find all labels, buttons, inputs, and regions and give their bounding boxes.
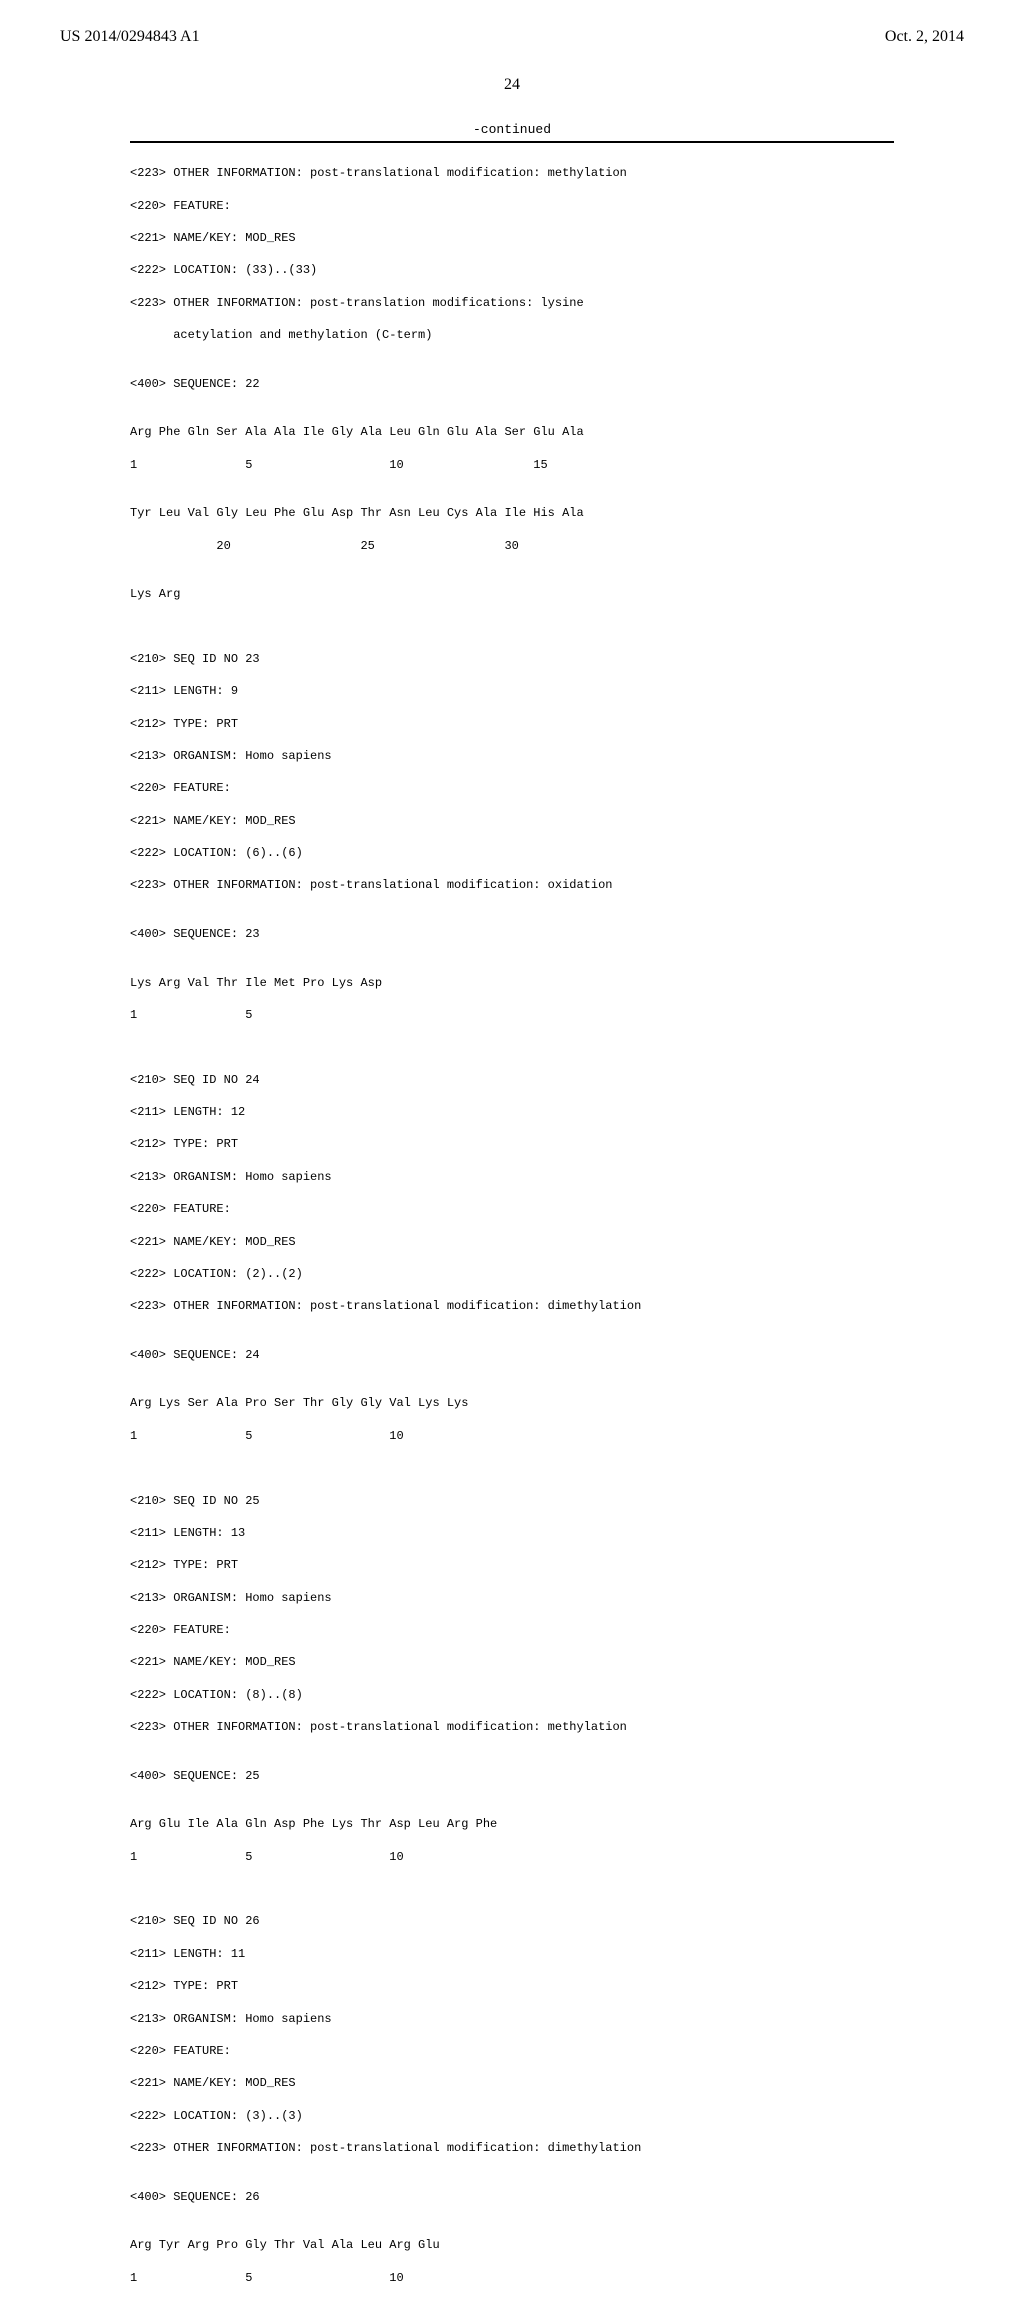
- seq-line: <221> NAME/KEY: MOD_RES: [130, 1654, 1024, 1670]
- continued-label: -continued: [0, 122, 1024, 137]
- seq-line: <211> LENGTH: 12: [130, 1104, 1024, 1120]
- seq-line: <213> ORGANISM: Homo sapiens: [130, 748, 1024, 764]
- seq-line: <222> LOCATION: (8)..(8): [130, 1687, 1024, 1703]
- seq-line: <210> SEQ ID NO 25: [130, 1493, 1024, 1509]
- seq-line: <223> OTHER INFORMATION: post-translatio…: [130, 295, 1024, 311]
- seq-line: <221> NAME/KEY: MOD_RES: [130, 2075, 1024, 2091]
- seq-line: <211> LENGTH: 11: [130, 1946, 1024, 1962]
- seq-line: <222> LOCATION: (6)..(6): [130, 845, 1024, 861]
- page-number: 24: [0, 76, 1024, 94]
- seq-line: <220> FEATURE:: [130, 1622, 1024, 1638]
- seq-line: <223> OTHER INFORMATION: post-translatio…: [130, 1719, 1024, 1735]
- seq-line: Lys Arg Val Thr Ile Met Pro Lys Asp: [130, 975, 1024, 991]
- page-header: US 2014/0294843 A1 Oct. 2, 2014: [0, 0, 1024, 46]
- sequence-listing: <223> OTHER INFORMATION: post-translatio…: [130, 149, 1024, 2302]
- seq-line: <222> LOCATION: (2)..(2): [130, 1266, 1024, 1282]
- seq-line: <211> LENGTH: 13: [130, 1525, 1024, 1541]
- seq-line: 1 5 10: [130, 1849, 1024, 1865]
- seq-line: <212> TYPE: PRT: [130, 1557, 1024, 1573]
- seq-line: <221> NAME/KEY: MOD_RES: [130, 813, 1024, 829]
- seq-line: <223> OTHER INFORMATION: post-translatio…: [130, 165, 1024, 181]
- seq-line: Arg Tyr Arg Pro Gly Thr Val Ala Leu Arg …: [130, 2237, 1024, 2253]
- seq-line: <213> ORGANISM: Homo sapiens: [130, 1169, 1024, 1185]
- seq-line: <223> OTHER INFORMATION: post-translatio…: [130, 2140, 1024, 2156]
- seq-line: 1 5: [130, 1007, 1024, 1023]
- seq-line: <212> TYPE: PRT: [130, 1136, 1024, 1152]
- seq-line: <210> SEQ ID NO 26: [130, 1913, 1024, 1929]
- seq-line: <400> SEQUENCE: 23: [130, 926, 1024, 942]
- seq-line: Arg Phe Gln Ser Ala Ala Ile Gly Ala Leu …: [130, 424, 1024, 440]
- divider-top: [130, 141, 894, 143]
- publication-number: US 2014/0294843 A1: [60, 28, 200, 46]
- seq-line: 1 5 10 15: [130, 457, 1024, 473]
- seq-line: <221> NAME/KEY: MOD_RES: [130, 230, 1024, 246]
- publication-date: Oct. 2, 2014: [885, 28, 964, 46]
- seq-line: 1 5 10: [130, 1428, 1024, 1444]
- seq-line: <212> TYPE: PRT: [130, 716, 1024, 732]
- seq-line: <400> SEQUENCE: 25: [130, 1768, 1024, 1784]
- seq-line: <213> ORGANISM: Homo sapiens: [130, 1590, 1024, 1606]
- seq-line: <221> NAME/KEY: MOD_RES: [130, 1234, 1024, 1250]
- seq-line: <211> LENGTH: 9: [130, 683, 1024, 699]
- seq-line: <400> SEQUENCE: 22: [130, 376, 1024, 392]
- seq-line: <400> SEQUENCE: 26: [130, 2189, 1024, 2205]
- seq-line: <213> ORGANISM: Homo sapiens: [130, 2011, 1024, 2027]
- seq-line: Arg Glu Ile Ala Gln Asp Phe Lys Thr Asp …: [130, 1816, 1024, 1832]
- seq-line: acetylation and methylation (C-term): [130, 327, 1024, 343]
- seq-line: <220> FEATURE:: [130, 1201, 1024, 1217]
- seq-line: <220> FEATURE:: [130, 2043, 1024, 2059]
- seq-line: 20 25 30: [130, 538, 1024, 554]
- seq-line: Lys Arg: [130, 586, 1024, 602]
- seq-line: <220> FEATURE:: [130, 780, 1024, 796]
- seq-line: <220> FEATURE:: [130, 198, 1024, 214]
- seq-line: <210> SEQ ID NO 24: [130, 1072, 1024, 1088]
- seq-line: Tyr Leu Val Gly Leu Phe Glu Asp Thr Asn …: [130, 505, 1024, 521]
- seq-line: 1 5 10: [130, 2270, 1024, 2286]
- seq-line: <223> OTHER INFORMATION: post-translatio…: [130, 1298, 1024, 1314]
- seq-line: <222> LOCATION: (33)..(33): [130, 262, 1024, 278]
- seq-line: Arg Lys Ser Ala Pro Ser Thr Gly Gly Val …: [130, 1395, 1024, 1411]
- seq-line: <212> TYPE: PRT: [130, 1978, 1024, 1994]
- seq-line: <222> LOCATION: (3)..(3): [130, 2108, 1024, 2124]
- seq-line: <210> SEQ ID NO 23: [130, 651, 1024, 667]
- seq-line: <400> SEQUENCE: 24: [130, 1347, 1024, 1363]
- seq-line: <223> OTHER INFORMATION: post-translatio…: [130, 877, 1024, 893]
